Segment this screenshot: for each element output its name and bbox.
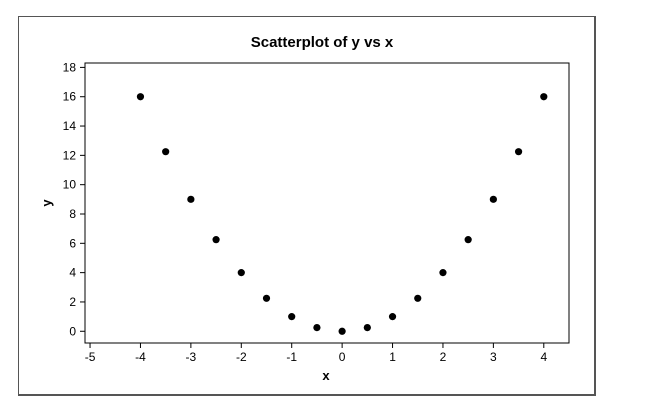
- y-tick-label: 2: [69, 295, 76, 309]
- x-tick-label: -4: [135, 350, 146, 364]
- data-point: [388, 313, 397, 321]
- data-point: [464, 236, 472, 244]
- y-axis: 0 2 4 6 8 10 12 14 16 18: [63, 60, 85, 338]
- data-points: [136, 93, 548, 335]
- y-tick-label: 18: [63, 60, 77, 74]
- y-tick-label: 10: [63, 178, 77, 192]
- data-point: [212, 236, 220, 244]
- data-point: [540, 93, 548, 101]
- data-point: [136, 93, 145, 101]
- y-tick-label: 12: [63, 148, 77, 162]
- y-tick-label: 8: [69, 207, 76, 221]
- y-tick-label: 16: [63, 90, 77, 104]
- x-tick-label: 2: [440, 350, 447, 364]
- y-tick-label: 6: [69, 236, 76, 250]
- data-point: [262, 294, 271, 302]
- x-tick-label: 1: [389, 350, 396, 364]
- data-point: [187, 195, 195, 203]
- x-tick-label: -5: [85, 350, 96, 364]
- data-point: [414, 294, 422, 302]
- scatter-chart: Scatterplot of y vs x -5 -4 -3 -2 -1 0 1 2 3 4 02…: [39, 34, 570, 383]
- data-point: [439, 269, 447, 277]
- x-tick-label: -3: [186, 350, 197, 364]
- y-axis-title: y: [39, 199, 54, 207]
- y-tick-label: 4: [69, 266, 76, 280]
- x-tick-label: 3: [490, 350, 497, 364]
- data-point: [237, 269, 245, 277]
- data-point: [514, 148, 523, 156]
- data-point: [288, 313, 296, 321]
- y-tick-label: 14: [63, 119, 77, 133]
- y-tick-label: 0: [69, 324, 76, 338]
- data-point: [313, 324, 321, 332]
- x-axis: -5 -4 -3 -2 -1 0 1 2 3 4: [85, 343, 547, 364]
- x-tick-label: -2: [236, 350, 247, 364]
- chart-title: Scatterplot of y vs x: [251, 34, 394, 51]
- data-point: [363, 324, 371, 332]
- data-point: [162, 148, 170, 156]
- x-tick-label: 4: [540, 350, 547, 364]
- x-tick-label: -1: [286, 350, 297, 364]
- data-point: [489, 195, 497, 203]
- data-point: [338, 327, 346, 335]
- x-tick-label: 0: [339, 350, 346, 364]
- x-axis-title: x: [322, 368, 330, 383]
- plot-area: [84, 62, 570, 344]
